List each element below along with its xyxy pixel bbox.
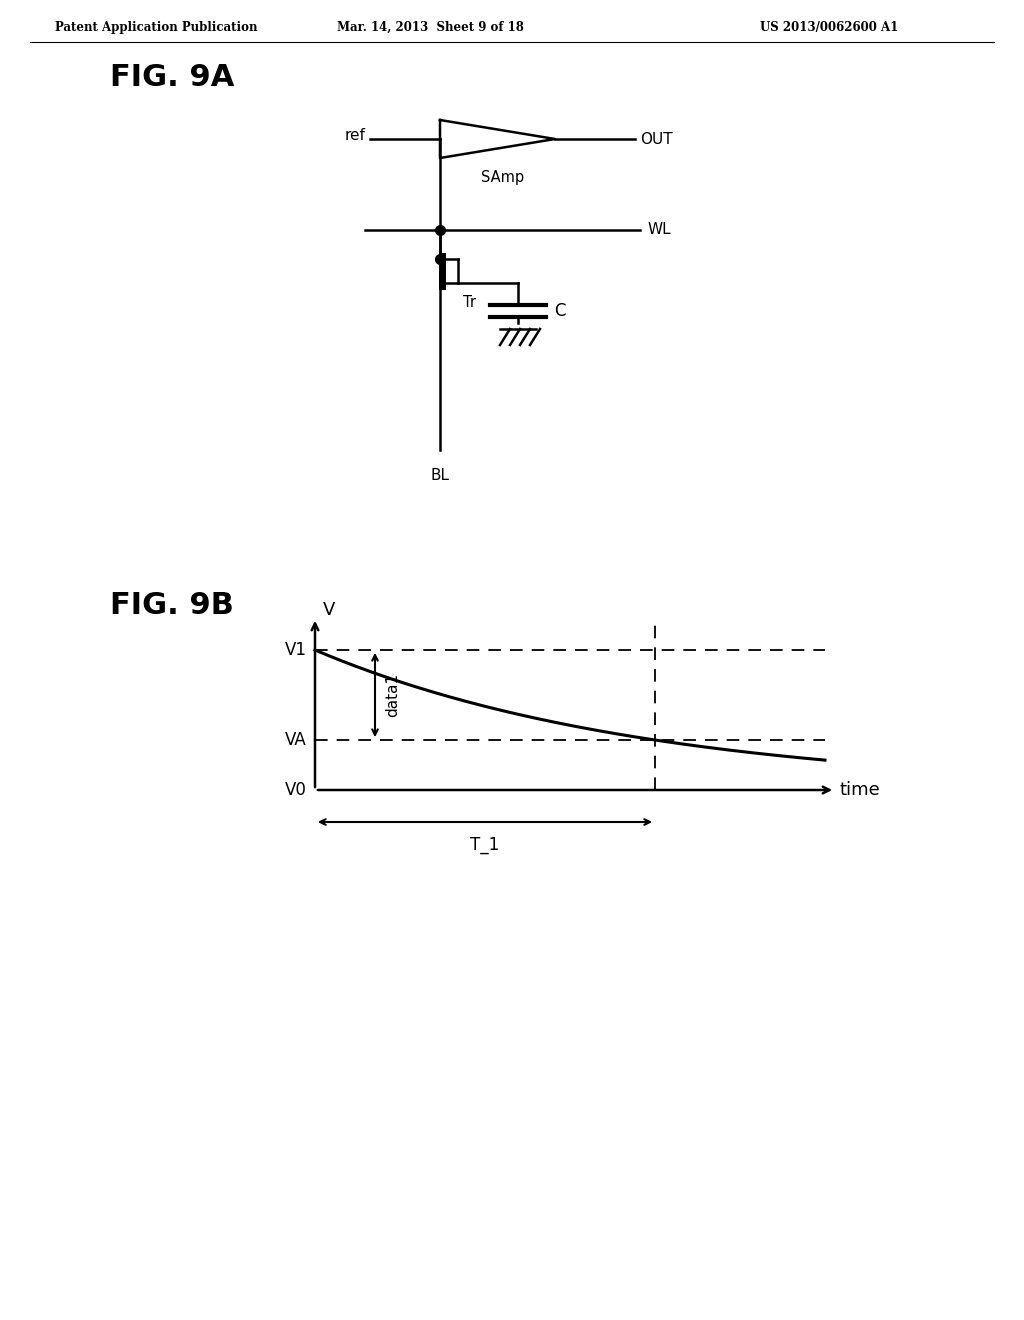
- Text: FIG. 9A: FIG. 9A: [110, 63, 234, 92]
- Text: OUT: OUT: [640, 132, 673, 147]
- Text: US 2013/0062600 A1: US 2013/0062600 A1: [760, 21, 898, 33]
- Text: SAmp: SAmp: [481, 170, 524, 185]
- Text: T_1: T_1: [470, 836, 500, 854]
- Text: VA: VA: [286, 731, 307, 748]
- Text: data1: data1: [385, 673, 400, 717]
- Text: Patent Application Publication: Patent Application Publication: [55, 21, 257, 33]
- Text: time: time: [840, 781, 881, 799]
- Text: ref: ref: [344, 128, 365, 143]
- Text: V: V: [323, 601, 336, 619]
- Text: V0: V0: [285, 781, 307, 799]
- Text: BL: BL: [430, 469, 450, 483]
- Text: WL: WL: [648, 223, 672, 238]
- Text: V1: V1: [285, 642, 307, 659]
- Text: Mar. 14, 2013  Sheet 9 of 18: Mar. 14, 2013 Sheet 9 of 18: [337, 21, 523, 33]
- Text: C: C: [554, 302, 565, 319]
- Text: FIG. 9B: FIG. 9B: [110, 590, 233, 619]
- Text: Tr: Tr: [463, 294, 476, 310]
